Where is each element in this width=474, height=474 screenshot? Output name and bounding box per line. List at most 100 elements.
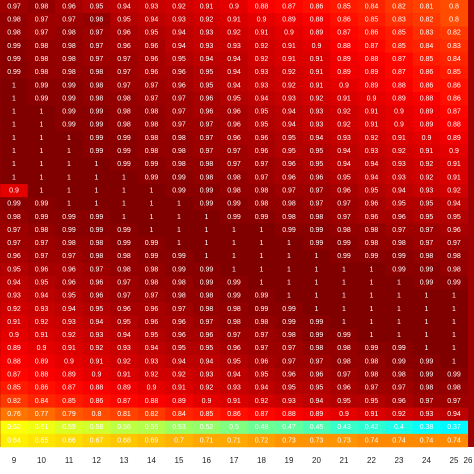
cell (302, 0, 331, 14)
x-tick-label: 21 (340, 456, 349, 465)
cell-label: 0.98 (447, 253, 461, 260)
cell (385, 262, 414, 277)
cell (192, 381, 221, 395)
cell (275, 262, 304, 277)
cell (357, 368, 386, 382)
cell-label: 0.9 (92, 372, 102, 379)
cell-label: 0.91 (35, 332, 49, 339)
cell (357, 52, 386, 67)
cell (0, 144, 29, 159)
cell-label: 1 (122, 174, 126, 181)
cell-label: 0.97 (172, 306, 186, 313)
cell (247, 144, 276, 159)
cell (302, 223, 331, 237)
cell-label: 0.97 (200, 319, 214, 326)
cell-label: 0.9 (284, 30, 294, 37)
cell (220, 65, 249, 80)
cell-label: 0.87 (392, 56, 406, 63)
cell-label: 0.92 (255, 398, 269, 405)
cell-label: 0.94 (7, 280, 21, 287)
cell-label: 0.81 (420, 3, 434, 10)
cell (110, 249, 139, 264)
cell (55, 92, 84, 106)
cell (440, 249, 469, 264)
cell-label: 1 (397, 293, 401, 300)
cell (165, 394, 194, 408)
cell (165, 105, 194, 119)
cell (275, 289, 304, 303)
cell (192, 407, 221, 422)
cell (27, 262, 56, 277)
cell-label: 0.8 (449, 17, 459, 24)
cell (247, 368, 276, 382)
cell-label: 0.98 (200, 174, 214, 181)
cell (110, 262, 139, 277)
cell (247, 223, 276, 237)
cell-label: 0.8 (449, 3, 459, 10)
cell-label: 0.94 (337, 161, 351, 168)
cell (0, 52, 29, 67)
cell-label: 0.88 (392, 82, 406, 89)
cell (385, 78, 414, 93)
cell (55, 157, 84, 172)
cell (330, 52, 359, 67)
cell (55, 210, 84, 224)
cell (55, 341, 84, 356)
cell-label: 0.76 (7, 411, 21, 418)
cell (165, 144, 194, 159)
x-tick-label: 24 (422, 456, 431, 465)
cell-label: 0.85 (337, 3, 351, 10)
cell (302, 249, 331, 264)
cell (55, 249, 84, 264)
cell (110, 157, 139, 172)
cell-label: 0.86 (35, 385, 49, 392)
cell-label: 0.99 (172, 187, 186, 194)
cell-label: 0.9 (64, 358, 74, 365)
cell-label: 0.98 (227, 174, 241, 181)
cell-label: 1 (40, 109, 44, 116)
cell-label: 0.98 (337, 345, 351, 352)
cell (110, 368, 139, 382)
cell (220, 341, 249, 356)
cell (82, 249, 111, 264)
cell-label: 0.98 (227, 306, 241, 313)
cell-label: 0.94 (310, 135, 324, 142)
cell-label: 0.86 (310, 3, 324, 10)
cell (220, 52, 249, 67)
cell-label: 0.91 (365, 109, 379, 116)
cell (357, 92, 386, 106)
cell-label: 0.96 (282, 161, 296, 168)
cell (192, 13, 221, 27)
cell-label: 0.89 (365, 69, 379, 76)
cell (55, 407, 84, 422)
cell (412, 249, 441, 264)
cell-label: 0.99 (310, 227, 324, 234)
cell-label: 1 (67, 161, 71, 168)
cell (192, 315, 221, 329)
cell-label: 0.97 (255, 332, 269, 339)
cell-label: 0.86 (420, 82, 434, 89)
cell-label: 0.91 (420, 148, 434, 155)
cell-label: 0.95 (117, 17, 131, 24)
cell (302, 13, 331, 27)
cell (220, 302, 249, 316)
cell (192, 394, 221, 408)
cell-label: 0.94 (337, 148, 351, 155)
cell (220, 354, 249, 369)
cell-label: 0.97 (420, 227, 434, 234)
cell-label: 0.92 (172, 3, 186, 10)
cell-label: 0.67 (90, 437, 104, 444)
cell-label: 1 (205, 214, 209, 221)
cell-label: 0.99 (7, 56, 21, 63)
cell (220, 223, 249, 237)
cell-label: 0.94 (172, 43, 186, 50)
cell (192, 210, 221, 224)
cell (357, 0, 386, 14)
cell-label: 0.85 (7, 385, 21, 392)
cell (220, 78, 249, 93)
cell-label: 0.96 (227, 135, 241, 142)
cell-label: 0.97 (117, 56, 131, 63)
cell-label: 1 (12, 122, 16, 129)
cell (27, 131, 56, 145)
cell (412, 302, 441, 316)
